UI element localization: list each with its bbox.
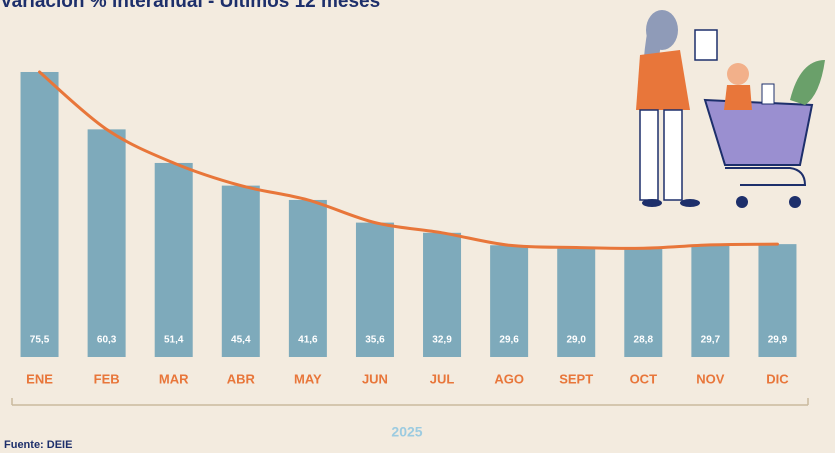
value-label: 75,5 [30, 335, 50, 346]
value-label: 28,8 [634, 335, 654, 346]
value-label: 60,3 [97, 335, 117, 346]
x-tick-label: JUL [430, 371, 455, 386]
bar [154, 162, 193, 357]
value-label: 29,9 [768, 335, 788, 346]
bar [557, 247, 596, 357]
bar [423, 232, 462, 357]
value-label: 45,4 [231, 335, 251, 346]
x-tick-label: MAR [159, 371, 189, 386]
chart-title: Variación % interanual - Últimos 12 mese… [0, 0, 380, 12]
x-tick-label: MAY [294, 371, 322, 386]
bar [221, 185, 260, 357]
x-tick-label: AGO [494, 371, 524, 386]
value-label: 29,6 [499, 335, 519, 346]
x-tick-label: FEB [94, 371, 120, 386]
value-label: 35,6 [365, 335, 385, 346]
x-tick-label: OCT [630, 371, 658, 386]
x-tick-label: SEPT [559, 371, 593, 386]
bar [288, 199, 327, 357]
x-tick-label: DIC [766, 371, 789, 386]
value-label: 32,9 [432, 335, 452, 346]
value-label: 41,6 [298, 335, 318, 346]
bar [87, 129, 126, 357]
bar [20, 71, 59, 358]
illustration [636, 10, 825, 208]
bar [624, 248, 663, 357]
value-label: 51,4 [164, 335, 184, 346]
x-axis-label: 2025 [391, 424, 422, 440]
value-label: 29,7 [701, 335, 721, 346]
x-tick-label: ABR [227, 371, 256, 386]
value-label: 29,0 [566, 335, 586, 346]
source: Fuente: DEIE [4, 439, 72, 451]
trend-line [38, 70, 779, 250]
x-tick-label: NOV [696, 371, 725, 386]
bar [355, 222, 394, 357]
bar [758, 244, 797, 357]
x-tick-label: JUN [362, 371, 388, 386]
x-tick-label: ENE [26, 371, 53, 386]
bar [691, 244, 730, 357]
bar [490, 245, 529, 357]
